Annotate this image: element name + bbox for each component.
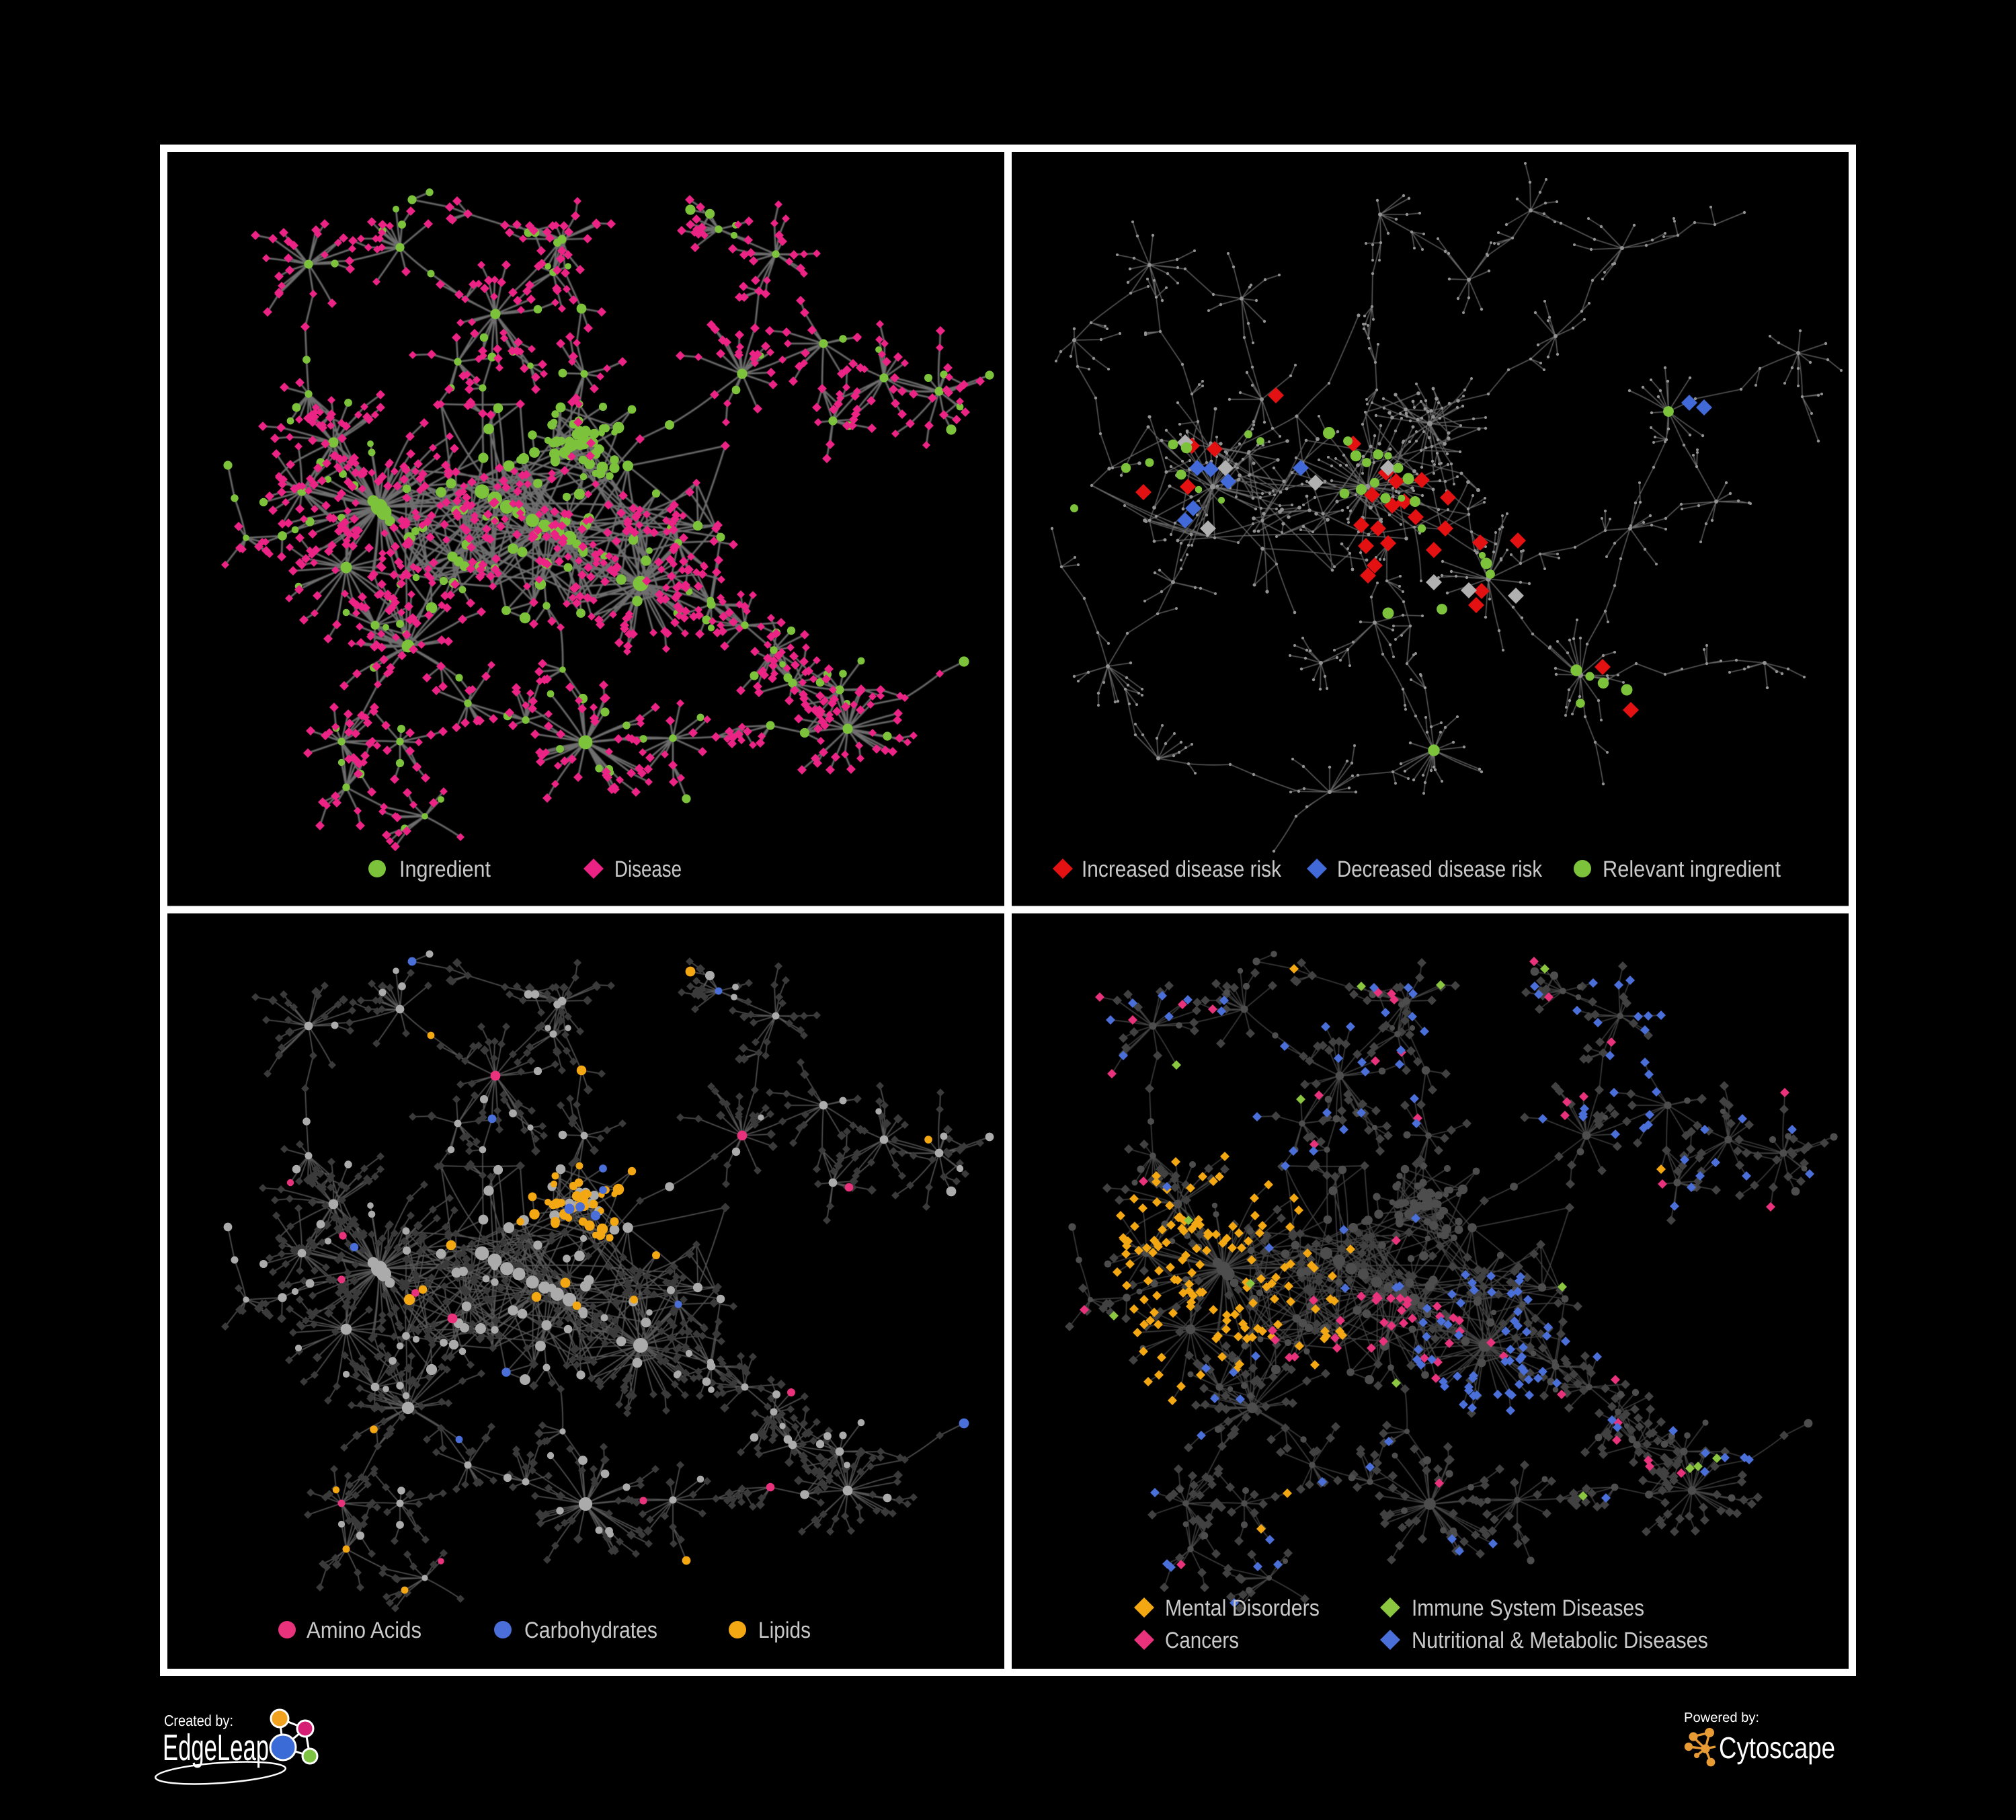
svg-text:Relevant ingredient: Relevant ingredient: [1603, 857, 1781, 882]
svg-text:Powered by:: Powered by:: [1684, 1710, 1759, 1725]
svg-text:Ingredient: Ingredient: [399, 857, 491, 882]
svg-text:Cancers: Cancers: [1165, 1628, 1239, 1653]
svg-text:Cytoscape: Cytoscape: [1719, 1731, 1835, 1765]
svg-text:Immune System Diseases: Immune System Diseases: [1412, 1595, 1644, 1621]
svg-text:Amino Acids: Amino Acids: [307, 1618, 421, 1643]
svg-text:Mental Disorders: Mental Disorders: [1165, 1595, 1320, 1621]
svg-text:Nutritional & Metabolic Diseas: Nutritional & Metabolic Diseases: [1412, 1628, 1708, 1653]
svg-text:Decreased disease risk: Decreased disease risk: [1337, 857, 1543, 882]
svg-text:Lipids: Lipids: [758, 1618, 811, 1643]
svg-text:Increased disease risk: Increased disease risk: [1082, 857, 1282, 882]
svg-text:Disease: Disease: [614, 857, 682, 882]
svg-text:Created by:: Created by:: [164, 1712, 233, 1729]
svg-text:Carbohydrates: Carbohydrates: [524, 1618, 657, 1643]
